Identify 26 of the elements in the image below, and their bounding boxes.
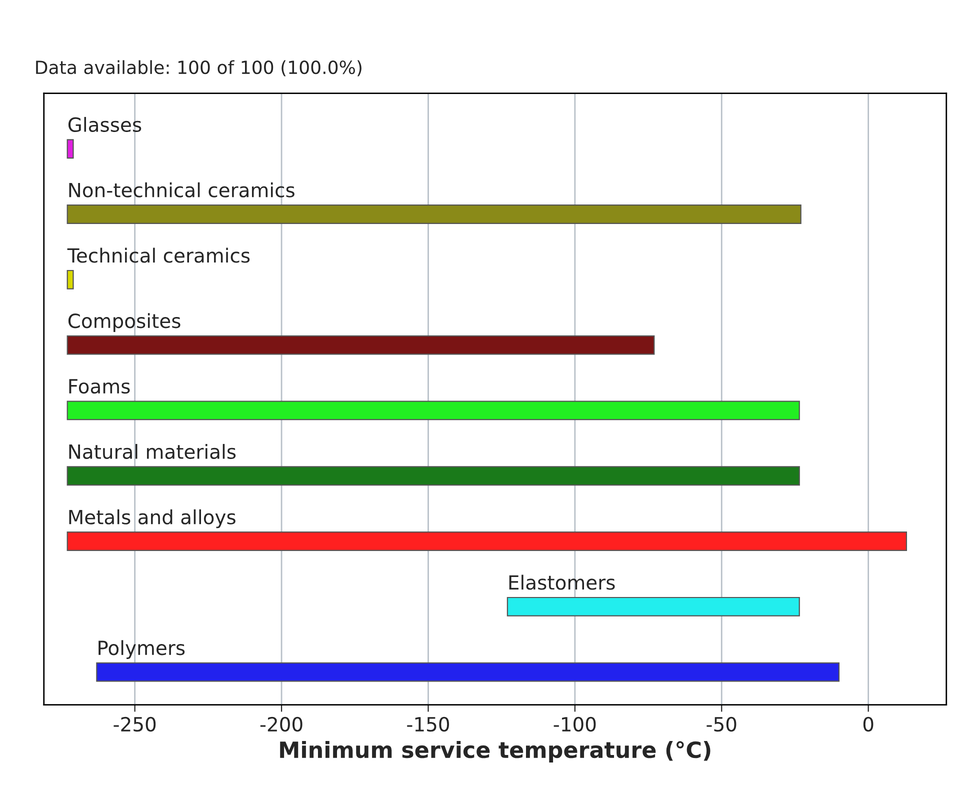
y-tick-label: Non-technical ceramics	[69, 182, 294, 198]
bar	[66, 204, 802, 224]
bar	[66, 466, 800, 486]
y-tick-label: Foams	[69, 379, 130, 394]
x-tick-label: -50	[706, 716, 736, 732]
text: Data available: 100 of 100 (100.0%)	[36, 60, 362, 76]
bar	[66, 335, 655, 355]
y-tick-label: Polymers	[98, 640, 185, 659]
x-tick-label: -250	[114, 716, 156, 732]
y-tick-label: Natural materials	[69, 444, 236, 460]
bar	[66, 270, 74, 290]
bar	[66, 400, 800, 420]
x-tick-label: -150	[407, 716, 450, 732]
bar	[66, 139, 74, 159]
y-tick-label: Glasses	[68, 116, 142, 132]
x-tick-label: -100	[554, 716, 596, 732]
bar	[506, 596, 800, 616]
x-tick-label: -200	[260, 716, 302, 732]
bar	[66, 532, 908, 551]
y-tick-label: Elastomers	[509, 574, 615, 590]
y-tick-label: Composites	[68, 313, 180, 332]
bar	[96, 662, 840, 682]
y-tick-label: Technical ceramics	[67, 248, 250, 263]
y-tick-label: Metals and alloys	[69, 509, 236, 528]
x-tick-label: 0	[863, 716, 874, 732]
x-axis-title: Minimum service temperature (°C)	[280, 740, 710, 762]
